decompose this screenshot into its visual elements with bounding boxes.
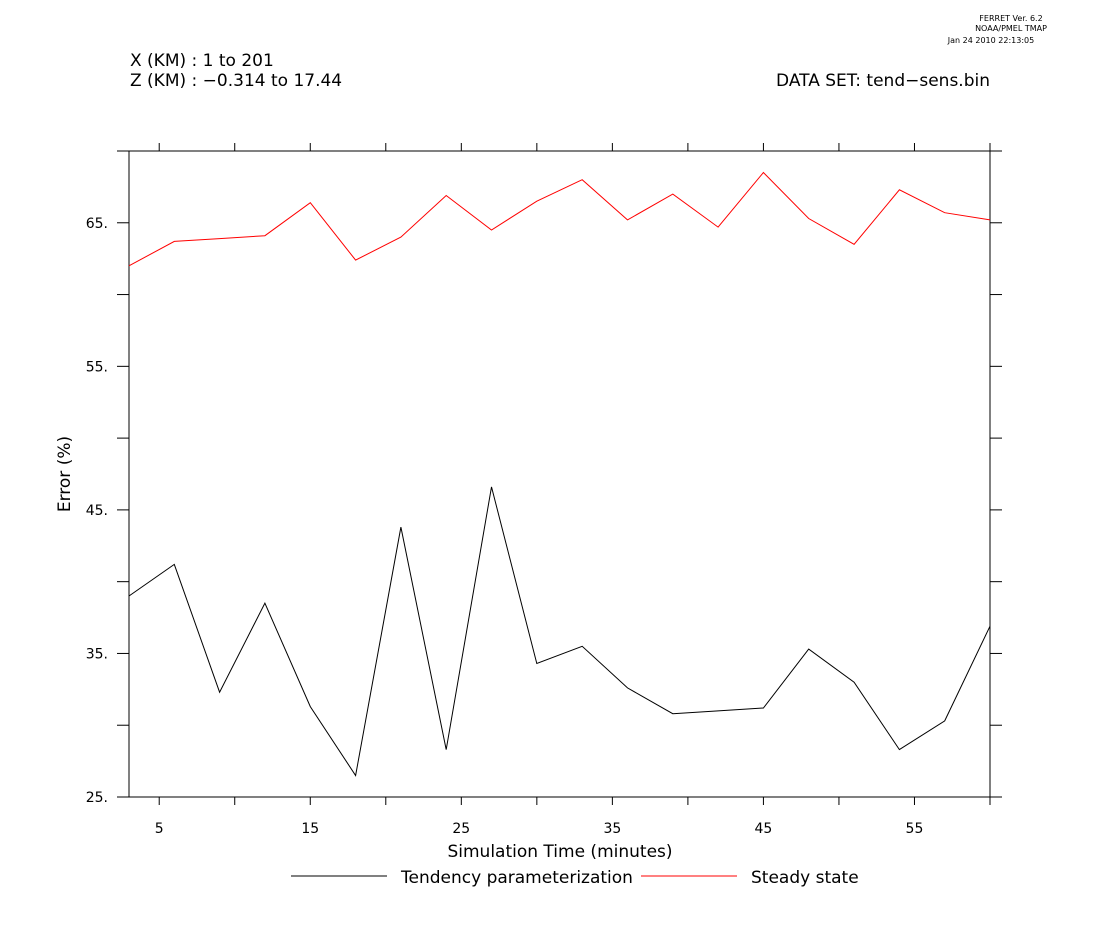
x-tick-label: 45 xyxy=(755,821,773,837)
legend-label-steady: Steady state xyxy=(751,868,859,888)
y-tick-label: 45. xyxy=(86,503,108,519)
x-axis-title: Simulation Time (minutes) xyxy=(447,842,672,862)
ferret-date-stamp: Jan 24 2010 22:13:05 xyxy=(947,36,1034,45)
y-tick-label: 65. xyxy=(86,216,108,232)
x-tick-label: 15 xyxy=(301,821,319,837)
legend-label-tendency: Tendency parameterization xyxy=(400,868,633,888)
series-line-steady xyxy=(128,171,991,267)
z-range-label: Z (KM) : −0.314 to 17.44 xyxy=(130,71,342,91)
dataset-label: DATA SET: tend−sens.bin xyxy=(776,71,990,91)
x-tick-label: 55 xyxy=(906,821,924,837)
ferret-version-stamp: FERRET Ver. 6.2 xyxy=(979,14,1042,23)
x-tick-label: 25 xyxy=(452,821,470,837)
series-line-tendency xyxy=(128,486,991,777)
legend: Tendency parameterization Steady state xyxy=(291,868,859,888)
x-range-label: X (KM) : 1 to 201 xyxy=(130,51,274,71)
axis-ticks: 5 15 25 35 45 55 25. 35. 45. 55. 65. xyxy=(86,143,1002,837)
plot-frame xyxy=(128,150,991,798)
x-tick-label: 35 xyxy=(603,821,621,837)
y-axis-title: Error (%) xyxy=(55,436,75,512)
y-tick-label: 35. xyxy=(86,646,108,662)
ferret-org-stamp: NOAA/PMEL TMAP xyxy=(975,24,1047,33)
x-tick-label: 5 xyxy=(155,821,164,837)
y-tick-label: 55. xyxy=(86,359,108,375)
series-layer xyxy=(128,171,991,777)
y-tick-label: 25. xyxy=(86,790,108,806)
